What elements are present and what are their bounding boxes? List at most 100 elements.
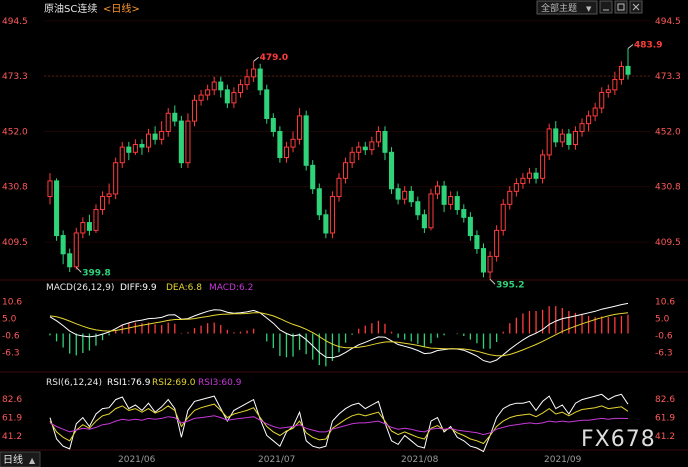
candle-body-39 [303,115,309,166]
candle-body-41 [316,188,322,216]
annotation-label-0: 399.8 [82,268,110,278]
close-button[interactable] [629,0,643,14]
candle-body-23 [198,94,204,101]
price-annotations: 399.8 479.0 395.2 483.9 [75,40,662,290]
price-axis-left-4: 409.5 [2,238,28,248]
maximize-icon [617,3,625,11]
candle-body-75 [540,154,546,179]
svg-text:▼: ▼ [586,5,592,13]
svg-text:日线: 日线 [3,453,23,466]
macd-axis-right-3: -6.3 [655,349,673,359]
candle-body-22 [191,99,198,122]
macd-axis-left-3: -6.3 [2,349,20,359]
price-axis-right-3: 430.8 [655,183,681,193]
annotation-label-2: 395.2 [496,280,524,290]
candle-body-72 [520,177,526,185]
macd-dea-line [49,312,629,357]
candle-body-12 [126,146,132,153]
annotation-pointer-3 [627,44,634,49]
candle-body-1 [54,180,60,237]
candle-body-67 [487,255,493,273]
candle-body-33 [264,89,270,119]
theme-dropdown[interactable]: 全部主题 ▼ [536,0,598,15]
candle-body-77 [553,128,559,143]
annotation-pointer-1 [253,56,259,62]
candle-body-15 [145,133,152,148]
candle-body-83 [592,107,598,117]
annotation-pointer-2 [489,278,496,285]
candle-body-76 [546,128,552,156]
candle-body-36 [283,146,289,159]
macd-axis-right-0: 10.6 [655,297,675,307]
candle-body-16 [152,133,158,140]
candle-body-4 [73,232,79,268]
candle-body-44 [336,177,342,198]
annotation-pointer-0 [75,266,82,273]
candle-body-65 [474,235,480,250]
candle-body-27 [224,89,230,104]
candle-body-2 [60,235,66,255]
candle-body-74 [533,172,539,179]
candle-body-52 [389,151,395,190]
candle-body-86 [612,78,618,91]
x-label-2021-08: 2021/08 [401,455,439,465]
candle-body-45 [343,162,349,179]
annotation-label-1: 479.0 [260,53,288,63]
axis-labels: 494.5 473.3 452.0 430.8 409.5 494.5 473.3 452.0… [2,17,681,442]
candle-body-7 [93,209,99,231]
candle-body-88 [625,65,631,75]
period-selector[interactable]: <日线> [103,2,140,15]
annotation-label-3: 483.9 [634,40,662,50]
candlestick-series [47,48,631,280]
maximize-button[interactable] [614,0,628,14]
rsi-axis-right-0: 82.6 [655,395,675,405]
macd-diff-line [49,302,629,363]
rsi-axis-left-1: 61.9 [2,414,22,424]
instrument-title[interactable]: 原油SC连续 [44,2,97,15]
candle-body-38 [297,115,303,140]
candle-body-57 [421,214,427,229]
rsi1-line [49,393,629,453]
candle-body-24 [205,89,211,96]
macd-macd-label: MACD:6.2 [209,283,253,293]
candle-body-42 [323,214,329,234]
candle-body-10 [113,162,119,195]
price-axis-right-0: 494.5 [655,17,681,27]
candle-body-13 [132,144,138,153]
price-axis-left-0: 494.5 [2,17,28,27]
candle-body-37 [290,138,296,148]
candle-body-34 [270,117,276,132]
candle-body-78 [559,133,565,143]
candle-body-81 [579,123,585,132]
candle-body-0 [47,180,53,198]
rsi-axis-left-0: 82.6 [2,395,22,405]
rsi-axis-right-1: 61.9 [655,414,675,424]
rsi3-line [49,415,629,436]
candle-body-61 [448,196,454,205]
candle-body-40 [310,164,316,190]
period-tab[interactable]: 日线 ▲ [0,451,41,467]
minimize-button[interactable] [599,0,613,14]
candle-body-87 [618,65,624,80]
candle-body-28 [231,91,237,104]
macd-dea-label: DEA:6.8 [166,283,202,293]
candle-body-49 [369,141,375,151]
candle-body-84 [599,91,605,109]
watermark-logo: FX678 [581,427,656,452]
candle-body-25 [211,81,217,91]
candle-body-20 [178,120,184,164]
rsi2-label: RSI2:69.0 [152,378,196,388]
rsi-axis-left-2: 41.2 [2,432,22,442]
candle-body-59 [434,185,441,195]
candle-body-69 [500,203,506,231]
macd-axis-left-2: -0.6 [2,331,20,341]
rsi1-label: RSI1:76.9 [107,378,151,388]
candle-body-53 [395,188,401,200]
x-label-2021-06: 2021/06 [118,455,156,465]
x-label-2021-09: 2021/09 [544,455,582,465]
candle-body-17 [159,130,165,140]
candle-body-63 [461,209,467,218]
candle-body-11 [119,146,125,164]
macd-axis-left-1: 5.0 [2,314,17,324]
